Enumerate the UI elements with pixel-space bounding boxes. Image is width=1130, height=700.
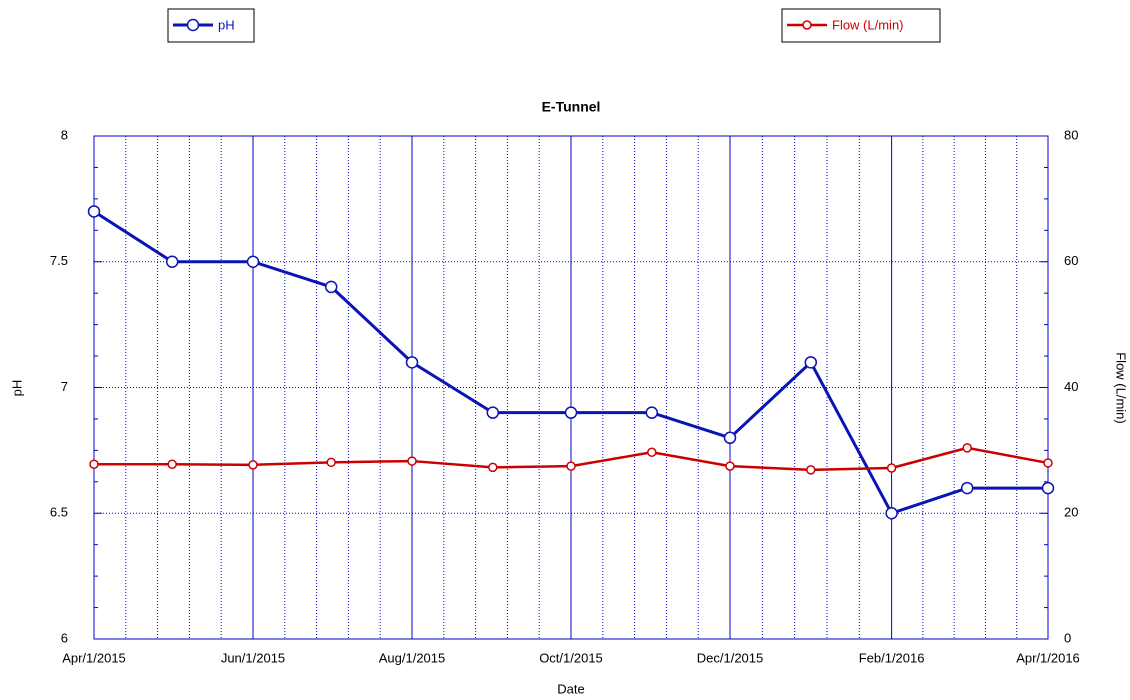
data-point (723, 431, 737, 445)
y-axis-label: pH (9, 380, 24, 397)
y2-tick-label: 60 (1064, 253, 1078, 268)
legend-marker (802, 20, 812, 30)
data-point (962, 443, 972, 453)
data-point (960, 481, 974, 495)
x-tick-label: Apr/1/2016 (1016, 650, 1080, 665)
y2-tick-label: 40 (1064, 379, 1078, 394)
y2-tick-label: 80 (1064, 127, 1078, 142)
data-point (566, 461, 576, 471)
data-point (486, 406, 500, 419)
y-tick-label: 6 (61, 630, 68, 645)
y-tick-label: 7.5 (50, 253, 68, 268)
data-point (647, 447, 657, 458)
y2-axis-label: Flow (L/min) (1114, 352, 1129, 424)
x-tick-label: Apr/1/2015 (62, 650, 126, 665)
data-point (488, 462, 498, 473)
y-tick-label: 7 (61, 379, 68, 394)
data-point (725, 461, 735, 471)
x-tick-label: Jun/1/2015 (221, 650, 285, 665)
data-point (564, 406, 578, 419)
data-point (1043, 458, 1053, 468)
data-point (885, 507, 898, 520)
data-point (246, 255, 260, 268)
data-point (89, 459, 99, 469)
y-tick-label: 8 (61, 127, 68, 142)
x-axis-label: Date (557, 681, 584, 696)
data-point (165, 255, 179, 268)
x-tick-label: Aug/1/2015 (379, 650, 446, 665)
data-point (806, 465, 816, 475)
y2-tick-label: 20 (1064, 505, 1078, 520)
y2-tick-label: 0 (1064, 630, 1071, 645)
x-tick-label: Oct/1/2015 (539, 650, 603, 665)
data-point (248, 460, 258, 470)
x-tick-label: Feb/1/2016 (859, 650, 925, 665)
legend-marker (186, 18, 200, 32)
data-point (326, 457, 336, 468)
x-tick-label: Dec/1/2015 (697, 650, 764, 665)
data-point (405, 356, 419, 369)
data-point (645, 406, 659, 419)
legend-label: pH (218, 17, 235, 32)
data-point (1041, 481, 1055, 495)
data-point (87, 205, 101, 218)
data-point (886, 463, 897, 473)
chart-title: E-Tunnel (542, 99, 601, 115)
data-point (167, 459, 177, 469)
data-point (324, 280, 338, 294)
data-point (804, 356, 818, 369)
legend-label: Flow (L/min) (832, 17, 904, 32)
plot-frame (93, 135, 1049, 640)
data-point (407, 456, 417, 466)
y-tick-label: 6.5 (50, 505, 68, 520)
